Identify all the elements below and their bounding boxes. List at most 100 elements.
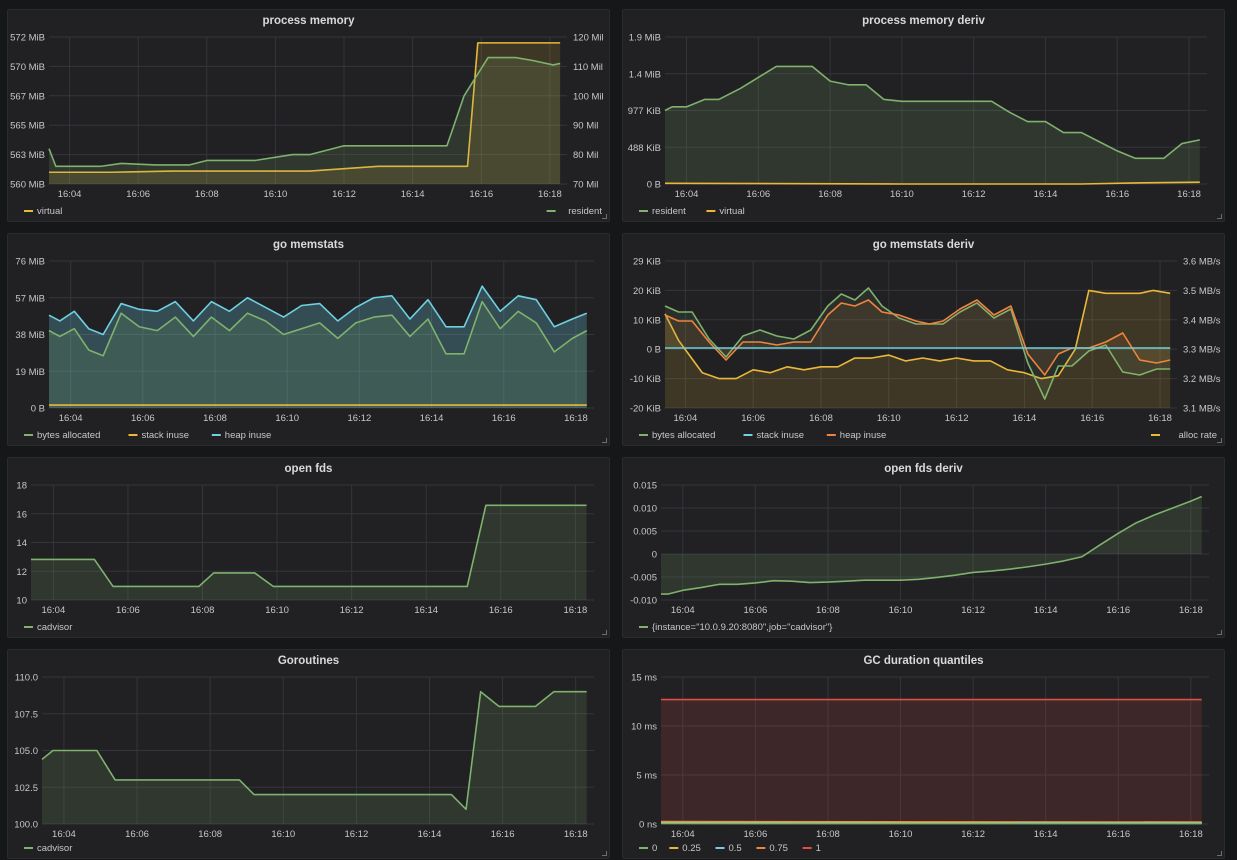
legend-swatch [24, 847, 33, 849]
x-tick-label: 16:04 [58, 189, 82, 200]
legend-item[interactable]: virtual [24, 206, 62, 217]
y-tick-label: 488 KiB [628, 143, 661, 154]
legend-item[interactable]: heap inuse [827, 430, 886, 441]
series--instance-10.0.9.20-8080-job-cadvisor-[interactable] [661, 497, 1202, 595]
x-tick-label: 16:08 [195, 189, 219, 200]
x-tick-label: 16:08 [203, 413, 227, 424]
x-tick-label: 16:06 [746, 189, 770, 200]
x-tick-label: 16:10 [271, 829, 295, 840]
resize-handle[interactable] [1217, 438, 1222, 443]
legend-swatch [639, 210, 648, 212]
x-tick-label: 16:14 [414, 605, 438, 616]
y-tick-label: 0 [652, 550, 657, 561]
y-tick-label: 0 B [647, 345, 661, 356]
y-tick-label: 560 MiB [10, 180, 45, 191]
legend-item[interactable]: 0.5 [716, 843, 742, 854]
x-tick-label: 16:18 [1148, 413, 1172, 424]
legend-swatch [1151, 434, 1160, 436]
legend-label: cadvisor [37, 843, 72, 854]
legend-item[interactable]: {instance="10.0.9.20:8080",job="cadvisor… [639, 622, 832, 633]
legend-item[interactable]: cadvisor [24, 622, 72, 633]
legend-swatch [639, 434, 648, 436]
legend-label: heap inuse [225, 430, 271, 441]
resize-handle[interactable] [1217, 214, 1222, 219]
y2-tick-label: 3.5 MB/s [1183, 286, 1221, 297]
legend-item[interactable]: virtual [706, 206, 744, 217]
y-tick-label: 105.0 [14, 746, 38, 757]
series-cadvisor[interactable] [31, 505, 587, 600]
series-area [661, 497, 1202, 595]
legend-label: resident [568, 206, 602, 217]
resize-handle[interactable] [1217, 851, 1222, 856]
y-tick-label: -10 KiB [630, 374, 661, 385]
y-tick-label: 12 [16, 567, 27, 578]
x-tick-label: 16:06 [743, 829, 767, 840]
y-tick-label: 16 [16, 509, 27, 520]
legend-item[interactable]: resident [547, 206, 603, 217]
y-tick-label: -0.010 [630, 596, 657, 607]
y-tick-label: 15 ms [631, 673, 657, 684]
legend-swatch [24, 626, 33, 628]
legend-item[interactable]: bytes allocated [639, 430, 715, 441]
x-tick-label: 16:16 [491, 829, 515, 840]
y2-tick-label: 3.2 MB/s [1183, 374, 1221, 385]
legend-item[interactable]: 0.75 [756, 843, 788, 854]
x-tick-label: 16:04 [675, 189, 699, 200]
legend-item[interactable]: heap inuse [212, 430, 271, 441]
x-tick-label: 16:14 [1034, 829, 1058, 840]
legend-item[interactable]: 0.25 [669, 843, 701, 854]
x-tick-label: 16:10 [890, 189, 914, 200]
y-tick-label: 29 KiB [633, 257, 661, 268]
x-tick-label: 16:08 [816, 829, 840, 840]
resize-handle[interactable] [1217, 630, 1222, 635]
x-tick-label: 16:16 [1080, 413, 1104, 424]
y2-tick-label: 3.1 MB/s [1183, 404, 1221, 415]
legend-label: alloc rate [1178, 430, 1217, 441]
y-tick-label: 107.5 [14, 709, 38, 720]
x-tick-label: 16:18 [563, 605, 587, 616]
x-tick-label: 16:04 [673, 413, 697, 424]
legend-item[interactable]: stack inuse [129, 430, 190, 441]
series-resident[interactable] [665, 66, 1200, 184]
x-tick-label: 16:06 [125, 829, 149, 840]
legend-swatch [716, 847, 725, 849]
legend-item[interactable]: resident [639, 206, 686, 217]
series-resident[interactable] [49, 58, 560, 184]
x-tick-label: 16:16 [469, 189, 493, 200]
resize-handle[interactable] [602, 630, 607, 635]
series-cadvisor[interactable] [42, 692, 587, 824]
resize-handle[interactable] [602, 851, 607, 856]
y2-tick-label: 70 Mil [573, 180, 598, 191]
resize-handle[interactable] [602, 438, 607, 443]
y-tick-label: 567 MiB [10, 91, 45, 102]
legend-label: bytes allocated [37, 430, 100, 441]
y-tick-label: 0.005 [633, 527, 657, 538]
y-tick-label: 563 MiB [10, 150, 45, 161]
x-tick-label: 16:18 [1179, 605, 1203, 616]
legend-label: cadvisor [37, 622, 72, 633]
legend-item[interactable]: cadvisor [24, 843, 72, 854]
series-1[interactable] [661, 700, 1202, 824]
resize-handle[interactable] [602, 214, 607, 219]
legend-label: stack inuse [142, 430, 190, 441]
legend-item[interactable]: alloc rate [1151, 430, 1217, 441]
legend-item[interactable]: stack inuse [744, 430, 805, 441]
legend-swatch [827, 434, 836, 436]
y-tick-label: 5 ms [636, 771, 657, 782]
legend-swatch [547, 210, 556, 212]
x-tick-label: 16:16 [489, 605, 513, 616]
legend-item[interactable]: 1 [803, 843, 821, 854]
y-tick-label: 977 KiB [628, 106, 661, 117]
y-tick-label: 38 MiB [15, 330, 45, 341]
legend-item[interactable]: 0 [639, 843, 657, 854]
legend-item[interactable]: bytes allocated [24, 430, 100, 441]
